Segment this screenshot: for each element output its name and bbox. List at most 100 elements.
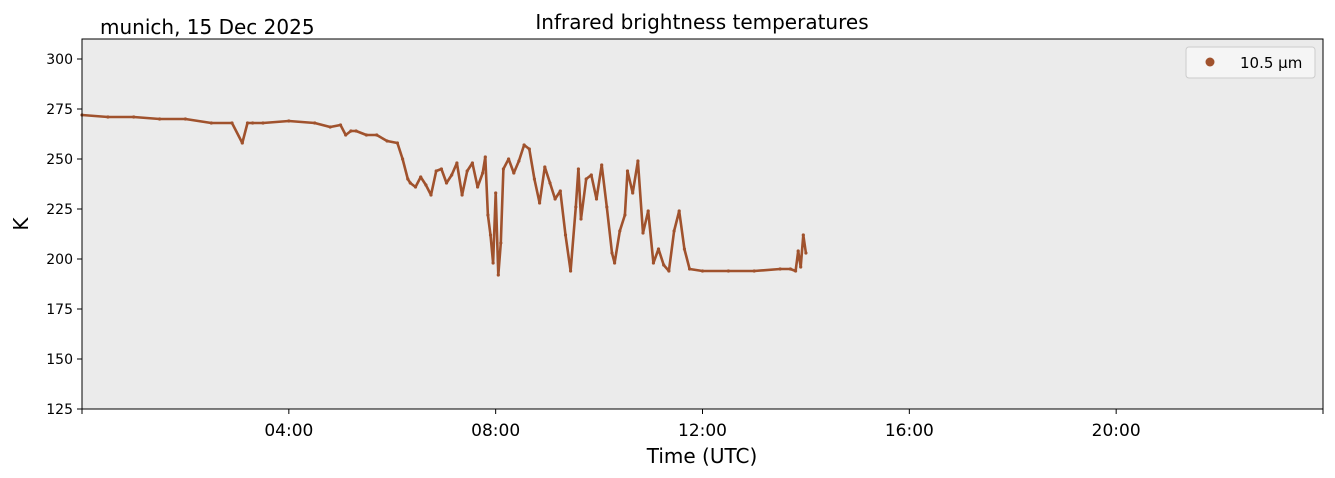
data-point	[801, 233, 805, 237]
plot-area	[82, 39, 1323, 409]
location-date-label: munich, 15 Dec 2025	[100, 15, 315, 39]
data-point	[491, 261, 495, 265]
data-point	[610, 251, 614, 255]
data-point	[548, 181, 552, 185]
data-point	[460, 193, 464, 197]
data-point	[625, 169, 630, 173]
data-point	[527, 147, 531, 151]
data-point	[538, 201, 542, 205]
data-point	[494, 191, 498, 195]
data-point	[251, 121, 255, 125]
data-point	[486, 213, 490, 217]
data-point	[401, 157, 405, 161]
series-layer	[80, 113, 808, 277]
data-point	[682, 247, 687, 251]
y-tick-label: 175	[46, 302, 73, 318]
data-point	[483, 155, 487, 159]
data-point	[641, 231, 645, 235]
data-point	[338, 123, 343, 127]
x-tick-label: 08:00	[471, 421, 520, 441]
data-point	[618, 229, 622, 233]
data-point	[287, 119, 291, 123]
data-point	[419, 175, 423, 179]
y-axis-label: K	[9, 217, 33, 231]
data-point	[354, 129, 358, 133]
x-tick-label: 04:00	[264, 421, 313, 441]
data-point	[651, 261, 656, 265]
data-point	[488, 233, 493, 237]
data-point	[613, 261, 617, 265]
data-point	[623, 213, 627, 217]
data-point	[788, 267, 793, 271]
data-point	[444, 181, 449, 185]
data-point	[349, 129, 353, 133]
legend: 10.5 µm	[1185, 46, 1316, 79]
data-point	[594, 197, 599, 201]
data-point	[667, 269, 671, 273]
data-point	[476, 185, 480, 189]
data-point	[313, 121, 317, 125]
data-point	[636, 159, 640, 163]
data-point	[499, 241, 503, 245]
data-point	[439, 167, 443, 171]
y-tick-label: 275	[46, 102, 73, 118]
data-point	[700, 269, 705, 273]
data-point	[543, 165, 547, 169]
x-tick-label: 16:00	[885, 421, 934, 441]
data-point	[496, 273, 500, 277]
data-point	[158, 117, 162, 121]
data-point	[796, 249, 800, 253]
data-point	[413, 185, 418, 189]
data-point	[569, 269, 573, 273]
data-point	[517, 159, 521, 163]
data-point	[408, 181, 412, 185]
data-point	[429, 193, 433, 197]
chart-title: Infrared brightness temperatures	[535, 10, 868, 34]
y-tick-label: 225	[46, 202, 73, 218]
data-point	[512, 171, 516, 175]
data-point	[799, 265, 803, 269]
data-point	[106, 115, 110, 119]
legend-marker	[1205, 57, 1215, 67]
data-point	[804, 251, 808, 255]
x-tick-label: 12:00	[678, 421, 727, 441]
data-point	[672, 229, 676, 233]
x-tick-label: 20:00	[1092, 421, 1141, 441]
data-point	[532, 177, 537, 181]
data-point	[465, 169, 469, 173]
data-point	[455, 161, 459, 165]
data-point	[656, 247, 661, 251]
data-point	[183, 117, 187, 121]
data-point	[395, 141, 399, 145]
data-point	[424, 183, 428, 187]
data-point	[574, 205, 578, 209]
y-tick-label: 250	[46, 152, 73, 168]
data-point	[563, 233, 568, 237]
data-point	[579, 217, 583, 221]
data-point	[589, 173, 593, 177]
data-point	[481, 171, 485, 175]
data-point	[605, 205, 609, 209]
data-point	[558, 189, 562, 193]
data-point	[794, 269, 798, 273]
data-point	[677, 209, 681, 213]
data-point	[553, 197, 557, 201]
data-point	[470, 161, 474, 165]
data-point	[584, 177, 588, 181]
y-tick-label: 200	[46, 252, 73, 268]
x-axis: 04:00 08:00 12:00 16:00 20:00	[81, 409, 1324, 441]
y-axis: 125 150 175 200 225 250 275 300	[46, 52, 82, 418]
data-point	[450, 173, 454, 177]
data-point	[778, 267, 782, 271]
data-point	[434, 169, 438, 173]
data-point	[662, 263, 666, 267]
data-point	[245, 121, 250, 125]
data-point	[385, 139, 389, 143]
data-point	[328, 125, 332, 129]
data-point	[344, 133, 348, 137]
data-point	[240, 141, 244, 145]
legend-label: 10.5 µm	[1240, 54, 1302, 72]
y-tick-label: 125	[46, 402, 73, 418]
data-point	[646, 209, 650, 213]
data-point	[752, 269, 756, 273]
